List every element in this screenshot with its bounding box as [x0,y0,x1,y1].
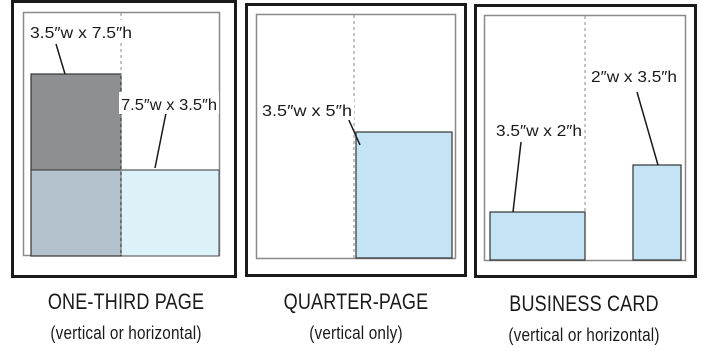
caption-subtitle: (vertical only) [309,323,403,343]
label-bg [258,98,354,120]
business-card-horizontal-block [489,211,586,261]
leader-line-horizontal [154,112,167,169]
quarter-page-ad-block [355,131,453,259]
size-label-vertical: 3.5″w x 7.5″h [30,25,132,42]
label-bg [494,119,584,141]
leader-line [347,117,361,146]
label-bg [589,65,681,87]
caption-title: ONE-THIRD PAGE [47,289,205,314]
caption-business-card: BUSINESS CARD (vertical or horizontal) [472,291,696,347]
business-card-vertical-block [632,164,682,261]
label-bg [119,92,219,114]
leader-line-vertical [636,91,659,166]
caption-title: BUSINESS CARD [509,291,659,316]
horizontal-ad-block [120,169,220,257]
panel-one-third-page: 3.5″w x 7.5″h 7.5″w x 3.5″h [11,0,237,278]
size-label-horizontal: 3.5″w x 2″h [496,123,582,140]
overlap-ad-block [31,170,121,256]
leader-line-vertical [55,43,66,75]
leader-line-horizontal [512,141,522,213]
size-label-horizontal: 7.5″w x 3.5″h [121,97,217,114]
caption-title: QUARTER-PAGE [283,289,429,314]
size-label-vertical: 2″w x 3.5″h [591,69,677,86]
vertical-ad-block [31,74,121,170]
panel-business-card: 3.5″w x 2″h 2″w x 3.5″h [474,4,697,278]
caption-subtitle: (vertical or horizontal) [50,323,202,343]
label-bg [26,20,132,42]
caption-subtitle: (vertical or horizontal) [508,325,660,345]
panel-quarter-page: 3.5″w x 5″h [245,3,467,277]
size-label: 3.5″w x 5″h [262,103,352,120]
caption-one-third-page: ONE-THIRD PAGE (vertical or horizontal) [16,289,236,345]
caption-quarter-page: QUARTER-PAGE (vertical only) [246,289,466,345]
